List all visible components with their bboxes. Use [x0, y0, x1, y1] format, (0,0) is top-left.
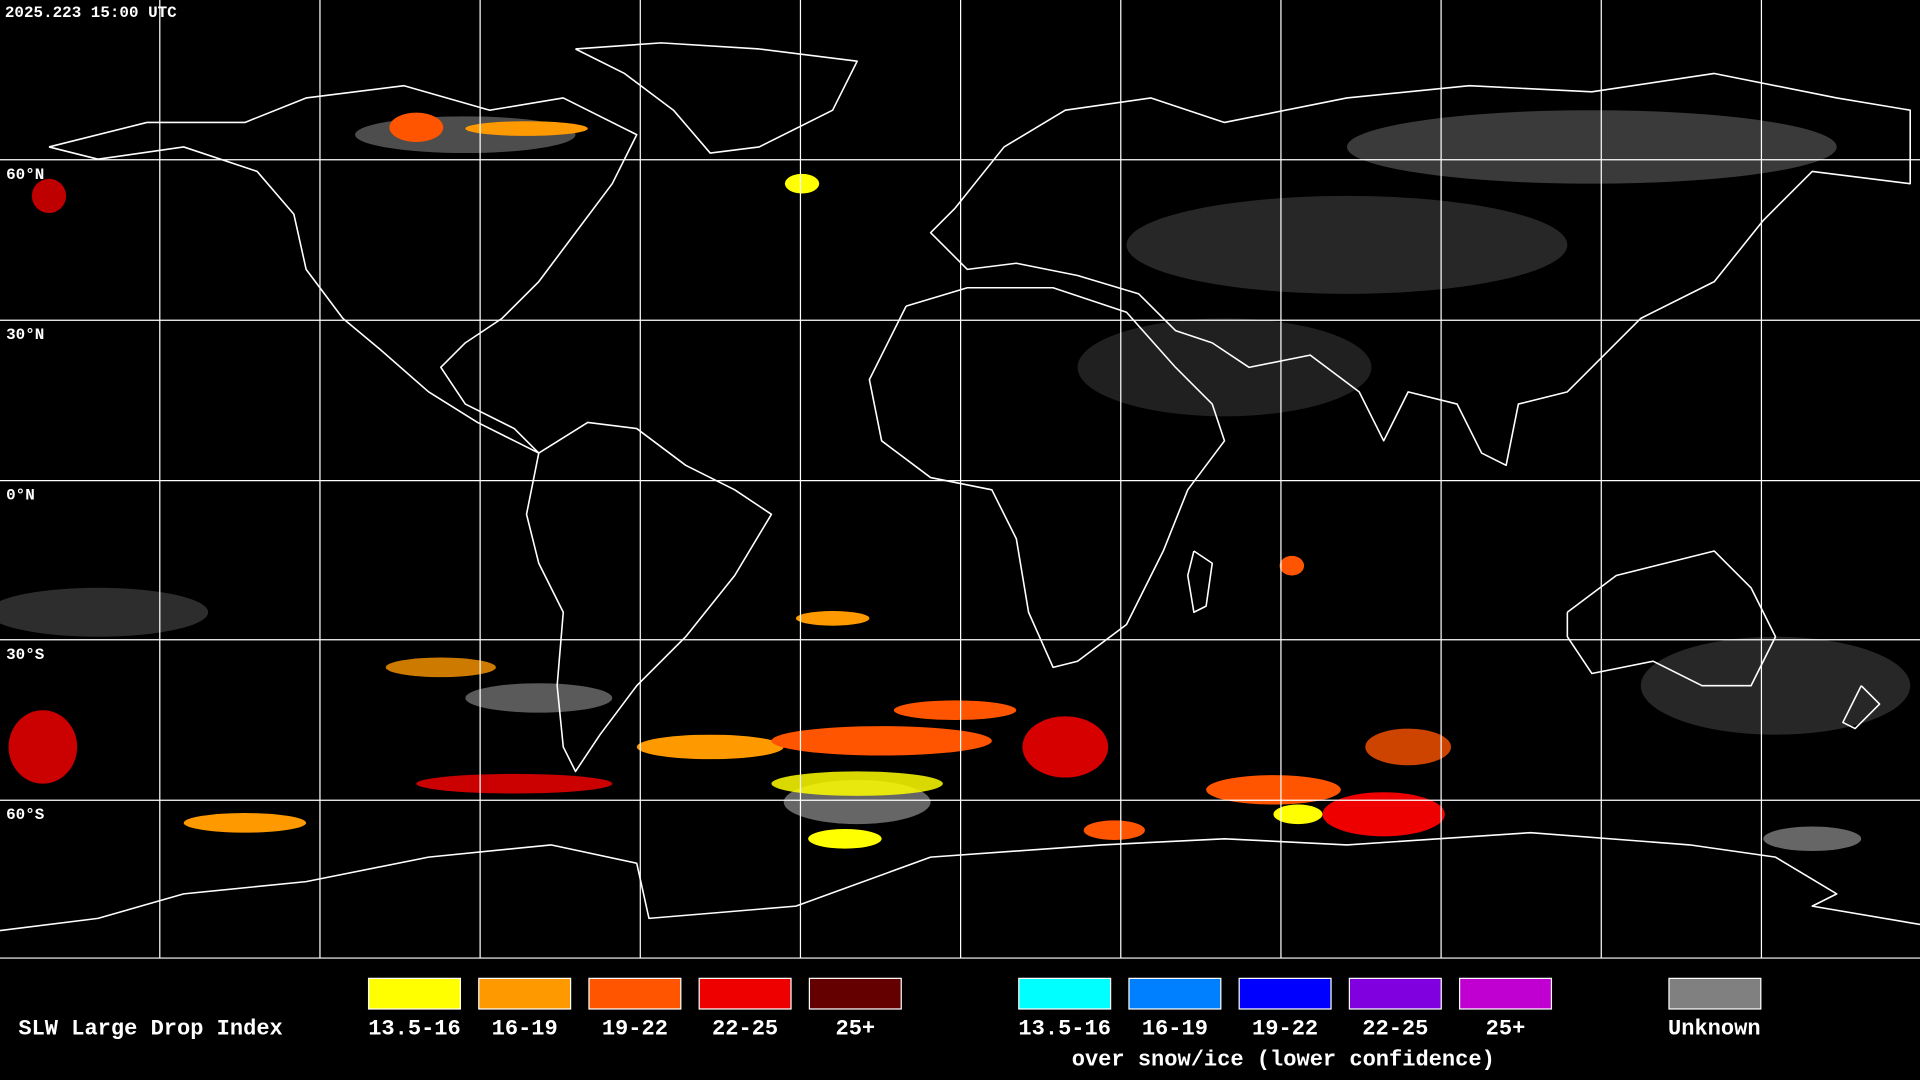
legend-label: 22-25: [1362, 1017, 1428, 1042]
coastline: [48, 84, 638, 454]
cloud-patch: [1346, 110, 1837, 184]
coastline: [929, 72, 1912, 467]
legend-swatch: [698, 977, 792, 1010]
coastline: [1566, 550, 1777, 687]
cloud-patch: [808, 828, 882, 849]
coastline: [1842, 685, 1881, 730]
cloud-patch: [771, 726, 992, 756]
cloud-patch: [1022, 716, 1109, 778]
coastlines: [0, 42, 1920, 932]
cloud-patch: [771, 771, 943, 796]
cloud-patch: [465, 683, 613, 713]
cloud-patch: [465, 121, 588, 136]
legend-swatch: [1128, 977, 1222, 1010]
cloud-patch: [31, 178, 67, 214]
timestamp: 2025.223 15:00 UTC: [5, 4, 177, 22]
cloud-patch: [1365, 728, 1452, 766]
legend-swatch: [478, 977, 572, 1010]
cloud-patch: [893, 700, 1017, 720]
cloud-patch: [784, 173, 820, 194]
cloud-patch: [1279, 555, 1305, 576]
coastline: [0, 831, 1920, 932]
coastline: [868, 286, 1226, 669]
legend-swatch: [1348, 977, 1442, 1010]
cloud-patch: [1126, 195, 1568, 294]
cloud-patch: [385, 657, 496, 678]
latitude-label: 0°N: [6, 487, 35, 505]
cloud-patch: [0, 587, 209, 637]
latitude-label: 60°S: [6, 806, 45, 824]
latitude-labels: 60°N 30°N 0°N 30°S 60°S: [6, 166, 45, 824]
coastline: [1186, 550, 1214, 614]
cloud-patch: [1206, 775, 1341, 805]
cloud-patch: [636, 734, 784, 760]
cloud-patch: [1083, 820, 1145, 840]
cloud-patch: [183, 813, 307, 833]
legend-label: 16-19: [492, 1017, 558, 1042]
latitude-label: 60°N: [6, 166, 44, 184]
graticule: [0, 0, 1920, 959]
cloud-patch: [8, 710, 78, 784]
cloud-patch: [389, 112, 444, 143]
legend-swatch: [588, 977, 682, 1010]
legend-label: 13.5-16: [1018, 1017, 1111, 1042]
legend-label: 19-22: [1252, 1017, 1318, 1042]
latitude-label: 30°S: [6, 646, 45, 664]
legend-swatch: [1458, 977, 1553, 1010]
cloud-patch: [1077, 318, 1372, 417]
legend-label: 19-22: [602, 1017, 668, 1042]
legend: 13.5-16 16-19 19-22 22-25 25+ 13.5-16 16-19 19-…: [367, 977, 1762, 1042]
legend-label: 25+: [1486, 1017, 1526, 1042]
cloud-patch: [1322, 792, 1445, 837]
coastline: [525, 421, 773, 773]
cloud-patches: [0, 110, 1911, 852]
legend-label: 22-25: [712, 1017, 778, 1042]
legend-swatch: [1668, 977, 1762, 1010]
legend-label: 13.5-16: [368, 1017, 461, 1042]
coastline: [575, 42, 858, 154]
latitude-label: 30°N: [6, 326, 44, 344]
legend-label: Unknown: [1668, 1017, 1761, 1042]
legend-title: SLW Large Drop Index: [18, 1017, 282, 1042]
cloud-patch: [1640, 636, 1911, 735]
legend-swatch: [1238, 977, 1332, 1010]
legend-swatch: [1018, 977, 1112, 1010]
cloud-patch: [416, 773, 613, 794]
legend-swatch: [808, 977, 902, 1010]
cloud-patch: [1273, 804, 1323, 825]
cloud-patch: [1763, 826, 1862, 852]
snow-ice-caption: over snow/ice (lower confidence): [1072, 1047, 1495, 1072]
legend-label: 16-19: [1142, 1017, 1208, 1042]
cloud-patch: [795, 611, 870, 626]
legend-label: 25+: [835, 1017, 875, 1042]
legend-background: [0, 958, 1920, 1080]
legend-swatch: [367, 977, 462, 1010]
